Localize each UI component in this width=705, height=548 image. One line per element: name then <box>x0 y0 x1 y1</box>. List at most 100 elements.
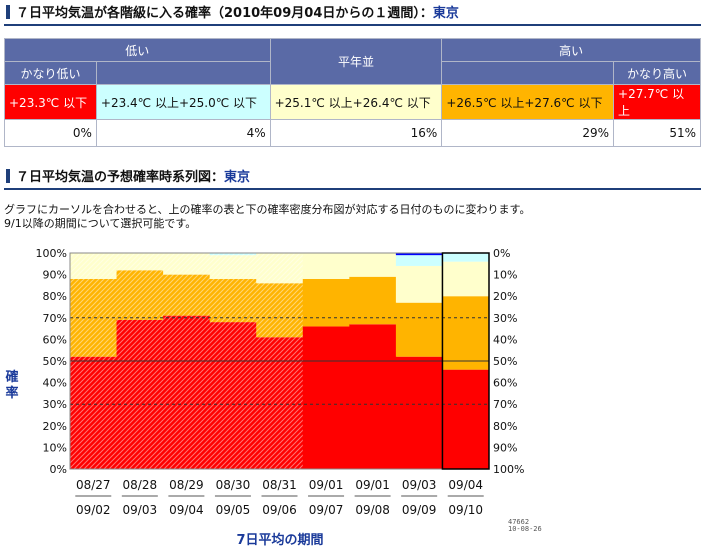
x-tick-label-start: 09/04 <box>448 478 483 492</box>
y-tick-label-right: 90% <box>493 441 517 454</box>
range-low: +23.4℃ 以上+25.0℃ 以下 <box>95 84 271 120</box>
bar-segment <box>302 326 350 469</box>
bar-segment <box>442 296 490 370</box>
y-tick-label-left: 90% <box>43 269 67 282</box>
header-normal: 平年並 <box>269 38 443 85</box>
bar-segment <box>442 369 490 469</box>
x-tick-label-start: 08/31 <box>262 478 297 492</box>
bar-segment <box>302 253 350 279</box>
y-tick-label-right: 10% <box>493 269 517 282</box>
selected-bar-frame <box>441 252 490 470</box>
x-tick-label-end: 09/02 <box>76 503 111 517</box>
y-tick-label-left: 30% <box>43 398 67 411</box>
chart-stamp-id: 47662 <box>508 518 529 526</box>
y-tick-label-right: 70% <box>493 398 517 411</box>
x-tick-label-end: 09/08 <box>355 503 390 517</box>
header-low-blank <box>95 61 271 85</box>
bar-segment <box>442 253 490 262</box>
series-title-text: ７日平均気温の予想確率時系列図： <box>16 170 225 185</box>
y-tick-label-left: 50% <box>43 355 67 368</box>
probability-timeseries-chart[interactable]: 100% 90% 80% 70% 60% 50% 40% 30% 20% 10% 0% 0% 10% 20… <box>0 238 705 548</box>
chart-stamp-date: 10-08-26 <box>508 525 542 533</box>
y-tick-label-right: 30% <box>493 312 517 325</box>
bar-segment <box>395 356 443 469</box>
series-title-city: 東京 <box>224 170 251 185</box>
header-high-blank <box>441 61 615 85</box>
bar-segment <box>302 278 350 327</box>
value-low: 4% <box>95 119 271 147</box>
bar-hatch <box>116 270 164 320</box>
bar-hatch <box>256 253 304 284</box>
bar-segment <box>395 302 443 357</box>
y-tick-label-left: 40% <box>43 377 67 390</box>
y-axis-title: 率 <box>5 385 18 401</box>
table-title-text: ７日平均気温が各階級に入る確率（2010年09月04日からの１週間）： <box>16 6 433 21</box>
x-tick-label-end: 09/03 <box>123 503 158 517</box>
x-tick-label-start: 08/30 <box>216 478 251 492</box>
x-axis-title: 7日平均の期間 <box>236 532 323 548</box>
value-much-high: 51% <box>613 119 701 147</box>
bar-hatch <box>163 315 211 469</box>
x-tick-label-end: 09/04 <box>169 503 204 517</box>
y-tick-label-right: 50% <box>493 355 517 368</box>
range-much-low: +23.3℃ 以下 <box>4 84 97 120</box>
y-tick-label-left: 70% <box>43 312 67 325</box>
range-normal: +25.1℃ 以上+26.4℃ 以下 <box>269 84 443 120</box>
description-line-1: グラフにカーソルを合わせると、上の確率の表と下の確率密度分布図が対応する日付のも… <box>4 203 531 216</box>
chart-description: グラフにカーソルを合わせると、上の確率の表と下の確率密度分布図が対応する日付のも… <box>4 203 530 231</box>
y-tick-label-right: 40% <box>493 333 517 346</box>
y-tick-label-left: 0% <box>50 463 67 476</box>
value-normal: 16% <box>269 119 443 147</box>
value-much-low: 0% <box>4 119 97 147</box>
x-tick-label-end: 09/05 <box>216 503 251 517</box>
x-tick-label-end: 09/10 <box>448 503 483 517</box>
x-tick-label-start: 09/01 <box>309 478 344 492</box>
y-tick-label-right: 80% <box>493 420 517 433</box>
description-line-2: 9/1以降の期間について選択可能です。 <box>4 217 197 230</box>
bar-hatch <box>256 283 304 338</box>
y-tick-label-right: 0% <box>493 247 510 260</box>
bar-hatch <box>70 356 118 469</box>
y-tick-label-right: 20% <box>493 290 517 303</box>
y-axis-title: 確 <box>5 369 18 385</box>
x-tick-label-end: 09/06 <box>262 503 297 517</box>
bar-hatch <box>209 255 257 279</box>
range-high: +26.5℃ 以上+27.6℃ 以下 <box>441 84 615 120</box>
range-much-high: +27.7℃ 以上 <box>613 84 701 120</box>
bar-segment <box>395 253 443 256</box>
bar-hatch <box>116 319 164 469</box>
bar-segment <box>349 253 397 277</box>
bar-hatch <box>70 253 118 279</box>
bar-hatch <box>163 253 211 275</box>
y-tick-label-left: 20% <box>43 420 67 433</box>
bar-segment <box>395 255 443 266</box>
y-tick-label-right: 60% <box>493 377 517 390</box>
series-section-title: ７日平均気温の予想確率時系列図：東京 <box>4 168 701 190</box>
y-tick-label-left: 10% <box>43 441 67 454</box>
header-high: 高い <box>441 38 701 62</box>
bar-segment <box>442 261 490 297</box>
title-bar-icon <box>6 5 10 19</box>
header-much-high: かなり高い <box>613 61 701 85</box>
x-tick-label-start: 09/03 <box>402 478 437 492</box>
bar-segment <box>349 276 397 325</box>
table-section-title: ７日平均気温が各階級に入る確率（2010年09月04日からの１週間）：東京 <box>4 4 701 26</box>
table-title-city: 東京 <box>432 6 459 21</box>
y-tick-label-left: 60% <box>43 333 67 346</box>
header-low: 低い <box>4 38 271 62</box>
value-high: 29% <box>441 119 615 147</box>
x-tick-label-end: 09/09 <box>402 503 437 517</box>
bar-segment <box>395 265 443 303</box>
y-tick-label-left: 80% <box>43 290 67 303</box>
x-tick-label-start: 08/28 <box>123 478 158 492</box>
bar-hatch <box>256 337 304 469</box>
bar-hatch <box>163 274 211 316</box>
bar-hatch <box>209 253 257 256</box>
bar-hatch <box>209 322 257 469</box>
y-tick-label-left: 100% <box>36 247 67 260</box>
bar-hatch <box>209 278 257 323</box>
y-tick-label-right: 100% <box>493 463 524 476</box>
header-much-low: かなり低い <box>4 61 97 85</box>
bar-segment <box>349 324 397 469</box>
x-tick-label-start: 08/29 <box>169 478 204 492</box>
